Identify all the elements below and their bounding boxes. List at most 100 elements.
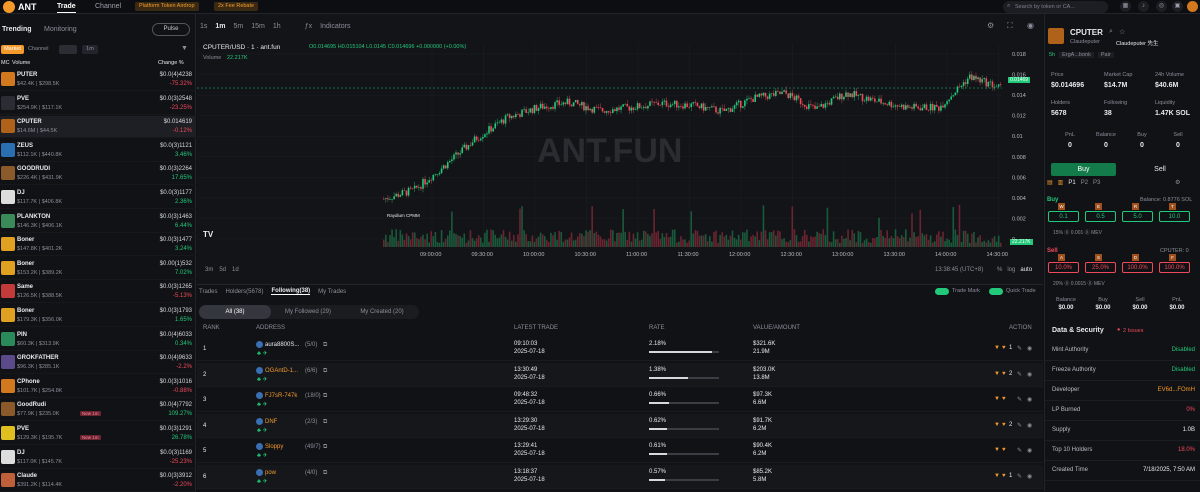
subtab-created[interactable]: My Created (20) [360,309,404,315]
buy-fee-info[interactable]: 15% ⓪ 0.001 ⓪ MEV [1053,230,1102,236]
token-row[interactable]: GOODRUDI $226.4K | $431.9K $0.0(3)2264 17.6… [0,163,196,186]
copy-icon[interactable]: ⧉ [323,469,328,476]
indicators-button[interactable]: Indicators [320,22,351,30]
copy-icon[interactable]: ⧉ [323,367,328,374]
token-row[interactable]: GoodRudi $77.9K | $235.0K $0.0(4)7792 109.2… [0,399,196,422]
settings-icon[interactable]: ⚙ [987,21,995,30]
search-input[interactable]: Search by token or CA... [1003,1,1108,13]
token-row[interactable]: PVE $129.3K | $195.7K $0.0(3)1291 26.78% New… [0,423,196,445]
interval-1m[interactable]: 1m [215,22,226,30]
token-row[interactable]: Boner $179.3K | $356.0K $0.0(3)1793 1.65% [0,305,196,327]
token-row[interactable]: PUTER $42.4K | $298.5K $0.0(4)4238 -75.32% [0,69,196,91]
nav-trade[interactable]: Trade [57,3,76,13]
subtab-all[interactable]: All (38) [199,305,271,319]
heart-icon[interactable]: ♥ [1002,421,1006,428]
token-row[interactable]: DJ $117.7K | $406.8K $0.0(3)1177 2.36% [0,187,196,209]
tab-holders[interactable]: Holders(5678) [225,288,264,295]
interval-15m[interactable]: 15m [251,22,265,30]
heart-icon[interactable]: ♥ [1002,472,1006,479]
grid-icon[interactable]: ▦ [1120,1,1131,12]
token-row[interactable]: Claude $391.2K | $114.4K $0.0(3)3912 -2.20% [0,470,196,492]
edit-icon[interactable]: ✎ [1017,473,1023,480]
token-row[interactable]: CPUTER $14.6M | $44.5K $0.014619 -0.12% [0,116,196,139]
tab-trending[interactable]: Trending [2,26,32,33]
quick-amount-button[interactable]: 100.0% [1159,262,1190,273]
tab-trades[interactable]: Trades [199,288,218,295]
candlestick-chart[interactable]: 0.018 0.016 0.014 0.012 0.01 0.008 0.006 0.004 0… [197,14,1043,284]
indicators-icon[interactable]: ƒx [304,22,313,30]
edit-icon[interactable]: ✎ [1017,448,1023,454]
token-creator-name[interactable]: Claudeputer 先生 [1116,41,1159,47]
scale-log[interactable]: log [1007,267,1016,273]
preset-p2[interactable]: P2 [1080,179,1089,186]
range-1d[interactable]: 1d [232,267,239,273]
copy-icon[interactable]: ⧉ [323,418,328,425]
filter-action-icon[interactable]: ▼ [994,370,1000,377]
sell-fee-info[interactable]: 20% ⓪ 0.0015 ⓪ MEV [1053,281,1105,287]
sell-tab[interactable]: Sell [1154,166,1166,173]
airdrop-badge[interactable]: Platform Token Airdrop [135,2,199,11]
avatar[interactable] [1187,1,1198,12]
filter-action-icon[interactable]: ▼ [994,396,1000,402]
filter-action-icon[interactable]: ▼ [994,345,1000,351]
copy-icon[interactable]: ⧉ [323,342,328,348]
preset-p1[interactable]: P1 [1068,179,1076,186]
view-icon[interactable]: ◉ [1027,448,1033,454]
preset-p3[interactable]: P3 [1093,179,1101,186]
token-row[interactable]: PVE $254.9K | $117.1K $0.0(3)2548 -23.25% [0,93,196,115]
contract-link[interactable]: ErgA...bonk [1059,52,1094,58]
interval-5m[interactable]: 5m [233,22,244,30]
preset-settings-icon[interactable]: ⚙ [1175,180,1181,186]
wallet-icon[interactable]: ▣ [1172,1,1183,12]
scale-percent[interactable]: % [997,267,1003,273]
token-row[interactable]: Boner $147.8K | $401.2K $0.0(3)1477 3.24% [0,234,196,257]
brand-name[interactable]: ANT [18,2,37,12]
filter-action-icon[interactable]: ▼ [994,472,1000,479]
ant-logo-icon[interactable] [3,1,15,13]
table-row[interactable]: 1 aura8800S... (5/0) ⧉ ♣ ✈ 09:10:03 2025-07-18… [197,337,1043,361]
copy-icon[interactable]: ⧉ [323,393,328,399]
filter-action-icon[interactable]: ▼ [994,447,1000,453]
tab-following[interactable]: Following(38) [271,288,311,295]
filter-action-icon[interactable]: ▼ [994,421,1000,428]
fee-rebate-badge[interactable]: 2x Fee Rebate [214,2,259,11]
address-link[interactable]: pow [265,469,277,476]
security-value[interactable]: EV6d...FOmH [1157,387,1195,393]
range-3m[interactable]: 3m [205,267,214,273]
address-link[interactable]: aura8800S... [265,342,300,348]
token-row[interactable]: CPhone $101.7K | $254.8K $0.0(3)1016 -0.88% [0,376,196,398]
filter-channel[interactable]: Channel [28,46,49,52]
view-icon[interactable]: ◉ [1027,397,1033,403]
pulse-button[interactable]: Pulse [152,23,190,36]
issues-count[interactable]: 2 Issues [1123,328,1144,334]
token-row[interactable]: PLANKTON $146.3K | $406.1K $0.0(3)1463 6.44… [0,211,196,233]
token-row[interactable]: GROKFATHER $96.3K | $285.1K $0.0(4)9633 -2.… [0,352,196,375]
table-row[interactable]: 6 pow (4/0) ⧉ ♣ ✈ 13:18:37 2025-07-18 0.57% $85.… [197,464,1043,489]
filter-icon[interactable]: ▼ [181,45,188,52]
edit-icon[interactable]: ✎ [1017,397,1023,403]
trade-mark-toggle[interactable] [935,288,949,295]
quick-amount-button[interactable]: 100.0% [1122,262,1153,273]
table-row[interactable]: 4 DNF (2/3) ⧉ ♣ ✈ 13:29:30 2025-07-18 0.62% $91.… [197,413,1043,438]
pair-link[interactable]: Pair [1097,52,1114,58]
fullscreen-icon[interactable]: ⛶ [1007,21,1013,30]
search-token-icon[interactable]: ⌕ [1109,28,1113,35]
heart-icon[interactable]: ♥ [1002,370,1006,377]
col-change[interactable]: Change % [158,60,184,66]
range-5d[interactable]: 5d [219,267,227,273]
tab-monitoring[interactable]: Monitoring [44,26,77,33]
address-link[interactable]: DNF [265,418,278,425]
globe-icon[interactable]: ◎ [1156,1,1167,12]
token-row[interactable]: DJ $117.0K | $145.7K $0.0(3)1169 -25.23% [0,447,196,469]
table-row[interactable]: 3 FJ7sR-747k (18/0) ⧉ ♣ ✈ 09:48:32 2025-07-18 0… [197,388,1043,412]
filter-timeframe[interactable]: 1m [82,45,98,54]
address-link[interactable]: Sloppy [265,444,284,450]
scale-auto[interactable]: auto [1020,267,1033,273]
quick-amount-button[interactable]: 5.0 [1122,211,1153,222]
tab-my-trades[interactable]: My Trades [318,288,347,295]
col-volume[interactable]: Volume [12,60,31,66]
quick-amount-button[interactable]: 0.5 [1085,211,1116,222]
address-link[interactable]: FJ7sR-747k [265,393,298,399]
view-icon[interactable]: ◉ [1027,371,1033,378]
token-row[interactable]: Same $126.5K | $388.5K $0.0(3)1265 -5.13% [0,281,196,304]
